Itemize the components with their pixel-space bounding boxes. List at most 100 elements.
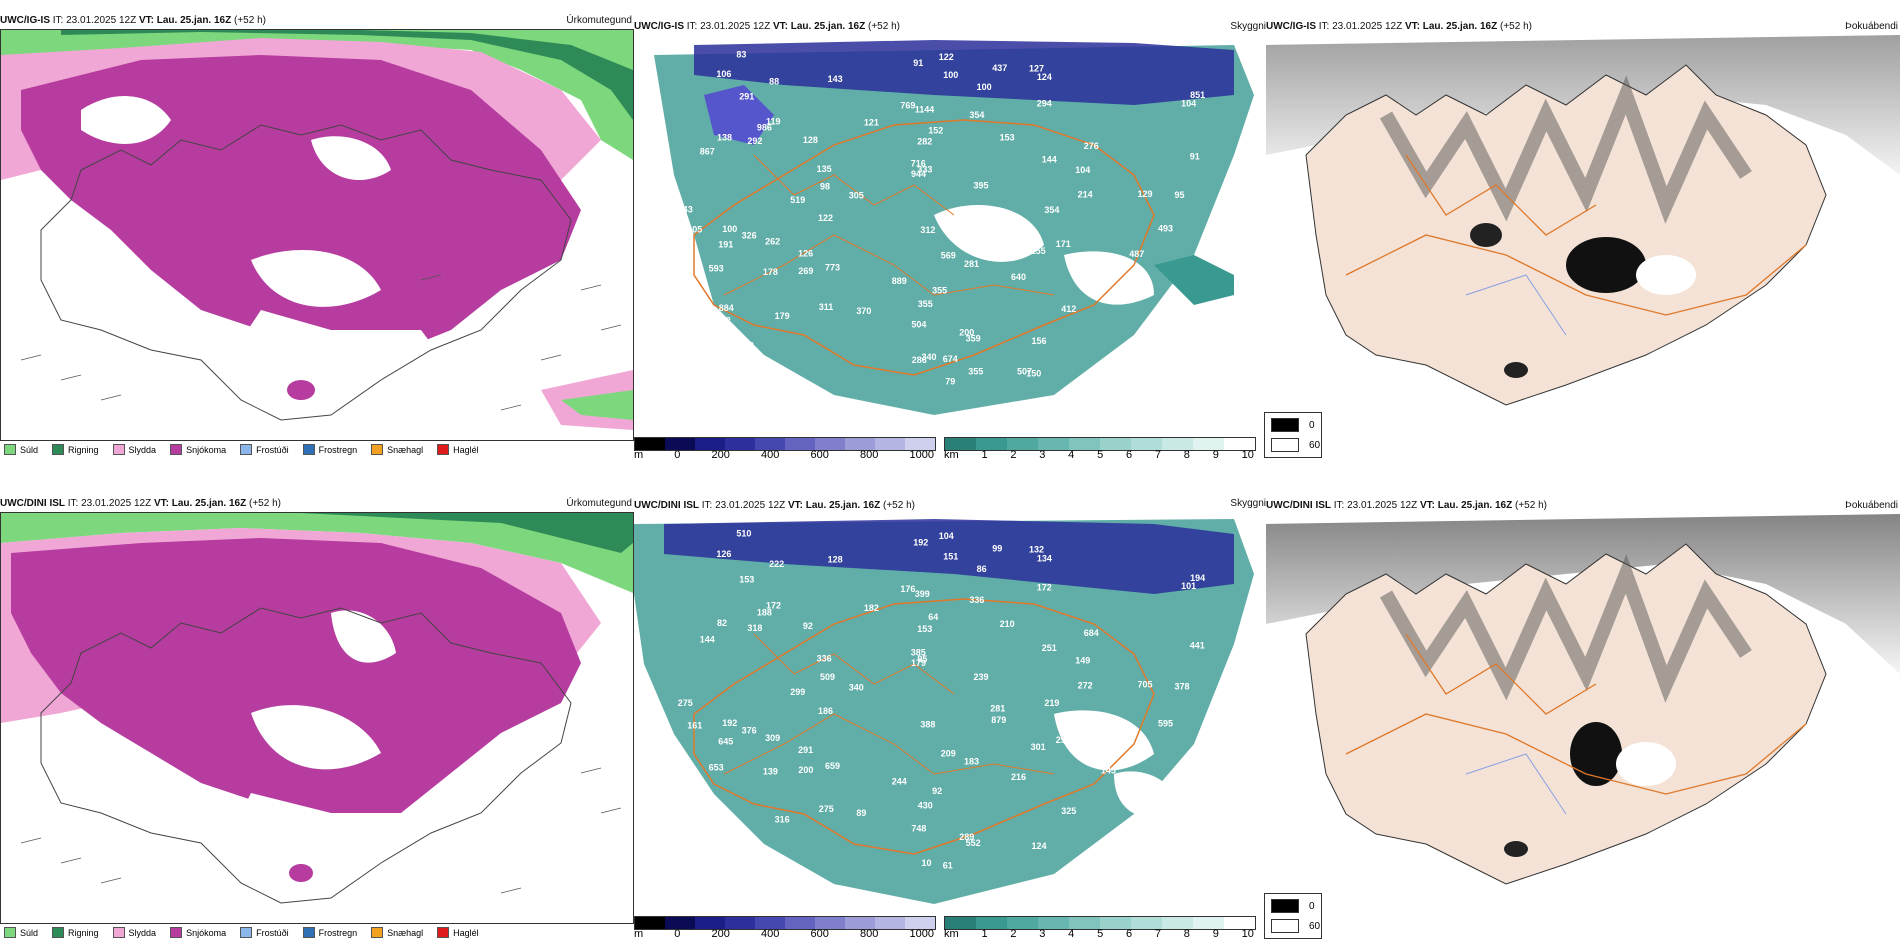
legend-label: Haglél <box>453 444 479 455</box>
ceiling-label: 191 <box>718 239 733 249</box>
tick: 10 <box>1241 928 1254 940</box>
fog-legend-low: 60 <box>1309 439 1321 451</box>
ceiling-label: 359 <box>966 334 981 344</box>
legend-label: Slydda <box>128 444 157 455</box>
it-label: IT: <box>686 21 698 32</box>
ceiling-label: 270 <box>1164 343 1179 353</box>
tick: 3 <box>1039 928 1046 940</box>
legend-item-frostregn: Frostregn <box>302 444 358 455</box>
ceiling-label: 156 <box>1032 336 1047 346</box>
ceiling-label: 748 <box>911 823 926 833</box>
ceiling-label: 152 <box>928 126 943 136</box>
ceiling-label: 299 <box>790 687 805 697</box>
legend-item-slydda: Slydda <box>112 927 157 938</box>
tick: 9 <box>1212 928 1219 940</box>
ceiling-label: 986 <box>757 123 772 133</box>
ceiling-label: 132 <box>1029 544 1044 554</box>
ceiling-label: 183 <box>716 818 731 828</box>
tick: 800 <box>860 928 879 940</box>
ceiling-label: 161 <box>687 720 702 730</box>
ceiling-label: 155 <box>1031 246 1046 256</box>
panel-header: UWC/DINI ISL IT: 23.01.2025 12Z VT: Lau.… <box>1266 498 1547 514</box>
legend-swatch <box>240 444 253 455</box>
legend-swatch <box>52 444 65 455</box>
ceiling-label: 653 <box>709 762 724 772</box>
ceiling-label: 867 <box>700 147 715 157</box>
legend-label: Frostregn <box>318 444 358 455</box>
ceiling-label: 171 <box>1056 239 1071 249</box>
ceiling-label: 139 <box>763 767 778 777</box>
ceiling-labels: 122 83 91 106 437 143 127 100 124 100 88 104 291 851 7… <box>678 49 1215 389</box>
ceiling-label: 640 <box>1011 272 1026 282</box>
panel-kind: Skyggni <box>1230 21 1266 32</box>
panel-header: UWC/IG-IS IT: 23.01.2025 12Z VT: Lau. 25… <box>634 19 900 35</box>
legend-swatch <box>112 927 125 938</box>
ceiling-ticks: m 0 200 400 600 800 1000 <box>634 928 934 940</box>
legend-label: Frostúði <box>256 444 289 455</box>
ceiling-label: 53 <box>1164 848 1174 858</box>
ceiling-label: 336 <box>817 654 832 664</box>
legend-item-snaehagl: Snæhagl <box>371 927 423 938</box>
ceiling-label: 291 <box>798 745 813 755</box>
ceiling-label: 862 <box>679 797 694 807</box>
lead-time: (+52 h) <box>1500 21 1532 32</box>
legend-item-frostregn: Frostregn <box>302 927 357 938</box>
legend-swatch <box>170 444 183 455</box>
ceiling-label: 281 <box>990 703 1005 713</box>
fog-swatch-low <box>1271 438 1299 452</box>
ceiling-label: 293 <box>1056 735 1071 745</box>
ceiling-label: 340 <box>849 683 864 693</box>
legend-swatch <box>4 444 16 455</box>
visibility-unit: km <box>944 928 959 940</box>
legend-item-suld: Súld <box>4 927 38 938</box>
tick: 800 <box>860 449 879 461</box>
ceiling-label: 176 <box>900 584 915 594</box>
legend-swatch <box>437 444 450 455</box>
ceiling-label: 210 <box>1000 619 1015 629</box>
ceiling-label: 889 <box>892 276 907 286</box>
ceiling-label: 82 <box>717 618 727 628</box>
visibility-colorbar <box>944 437 1256 451</box>
ceiling-label: 309 <box>765 733 780 743</box>
ceiling-label: 325 <box>1061 806 1076 816</box>
ceiling-label: 135 <box>817 164 832 174</box>
legend-label: Haglél <box>453 927 479 938</box>
ceiling-label: 493 <box>1158 223 1173 233</box>
ceiling-label: 316 <box>775 814 790 824</box>
vt-label: VT: <box>1419 500 1435 511</box>
fog-swatch-low <box>1271 919 1299 933</box>
tick: 2 <box>1010 928 1017 940</box>
ceiling-label: 333 <box>917 164 932 174</box>
model-name: UWC/IG-IS <box>1266 21 1316 32</box>
lead-time: (+52 h) <box>249 498 281 509</box>
tick: 200 <box>711 449 730 461</box>
ceiling-label: 674 <box>943 354 958 364</box>
precip-legend: Súld Rigning Slydda Snjókoma Frostúði Fr… <box>4 927 479 938</box>
fog-map <box>1266 35 1900 435</box>
ceiling-label: 301 <box>1031 742 1046 752</box>
tick: 1 <box>981 928 988 940</box>
legend-item-suld: Súld <box>4 444 38 455</box>
ceiling-label: 311 <box>819 302 834 312</box>
visibility-ticks: km 1 2 3 4 5 6 7 8 9 10 <box>944 928 1254 940</box>
ceiling-label: 441 <box>1190 640 1205 650</box>
ceiling-label: 376 <box>742 726 757 736</box>
tick: 400 <box>761 928 780 940</box>
legend-item-rigning: Rigning <box>52 927 99 938</box>
tick: 1000 <box>909 449 934 461</box>
ceiling-label: 1144 <box>915 105 935 115</box>
visibility-colorbar <box>944 916 1256 930</box>
ceiling-label: 192 <box>913 538 928 548</box>
ceiling-label: 119 <box>766 116 781 126</box>
valid-time: Lau. 25.jan. 16Z <box>790 21 866 32</box>
ceiling-label: 166 <box>1079 380 1094 390</box>
tick: 8 <box>1183 449 1190 461</box>
ceiling-label: 100 <box>977 82 992 92</box>
legend-item-rigning: Rigning <box>52 444 99 455</box>
ceiling-label: 91 <box>1190 152 1200 162</box>
vt-label: VT: <box>787 500 803 511</box>
legend-label: Slydda <box>128 927 157 938</box>
precip-map <box>0 512 634 924</box>
ceiling-label: 282 <box>917 137 932 147</box>
lead-time: (+52 h) <box>868 21 900 32</box>
